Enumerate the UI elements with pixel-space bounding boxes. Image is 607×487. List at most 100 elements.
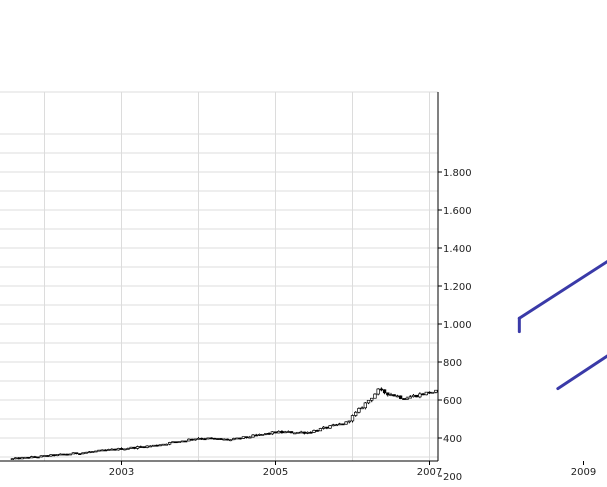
candle-body (309, 431, 313, 434)
candle-body (273, 431, 278, 434)
candle-body (203, 438, 207, 441)
candle-body (84, 451, 88, 454)
candle-body (331, 424, 335, 427)
candle-body (78, 453, 82, 455)
candle-body (222, 438, 226, 441)
candle-body (257, 434, 262, 436)
x-axis-tick-label: 2003 (109, 467, 134, 478)
candle-body (248, 436, 252, 439)
candle-body (386, 392, 390, 396)
candle-body (338, 423, 342, 426)
candle-body (341, 423, 345, 426)
candle-body (328, 425, 332, 429)
candle-body (142, 446, 146, 449)
candle-body (151, 444, 156, 447)
candle-body (299, 431, 303, 434)
candle-body (408, 396, 412, 399)
candle-body (238, 437, 242, 440)
candle-body (379, 388, 384, 391)
candle-body (174, 441, 178, 444)
candle-body (116, 448, 120, 451)
candle-body (424, 391, 428, 396)
candlestick-series (10, 387, 438, 461)
candle-body (427, 391, 432, 394)
candle-body (216, 438, 220, 440)
candle-body (206, 437, 210, 440)
candle-body (135, 446, 140, 449)
x-axis-tick-label: 2005 (263, 467, 288, 478)
y-axis-tick-labels: 200 400 600 800 1.000 1.200 1.400 1.600 1.800 (443, 168, 472, 483)
candle-body (39, 455, 43, 458)
candle-body (119, 448, 124, 450)
candle-body (219, 438, 223, 440)
y-axis-tick-label: 1.000 (443, 320, 472, 331)
candle-body (264, 433, 268, 435)
candle-body (46, 455, 50, 457)
candle-body (225, 438, 230, 441)
candle-body (363, 402, 367, 409)
candle-body (360, 407, 364, 410)
candle-body (405, 397, 409, 400)
candle-body (10, 458, 15, 461)
candle-body (94, 450, 98, 453)
candle-body (13, 457, 18, 460)
candle-body (87, 451, 92, 454)
candle-body (392, 394, 396, 397)
candle-body (148, 445, 153, 448)
candle-body (184, 440, 188, 443)
candle-body (232, 438, 236, 441)
trend-line (517, 259, 607, 320)
candle-body (280, 430, 284, 434)
candle-body (30, 456, 34, 459)
candle-body (366, 399, 371, 404)
candle-body (158, 444, 162, 447)
candle-body (305, 431, 310, 434)
candle-body (434, 389, 438, 393)
candle-body (370, 397, 374, 401)
candle-body (68, 453, 72, 456)
candle-body (52, 454, 56, 457)
candle-body (241, 436, 246, 439)
x-axis-tick-label: 2009 (571, 467, 596, 478)
candle-body (62, 453, 66, 456)
candle-body (123, 448, 127, 451)
candle-body (36, 456, 40, 459)
candle-body (293, 432, 297, 435)
candle-body (334, 424, 339, 427)
candle-body (321, 426, 326, 429)
candle-body (302, 431, 307, 434)
candle-body (100, 449, 104, 452)
candle-body (196, 437, 201, 440)
candle-body (254, 434, 258, 437)
candle-body (132, 446, 136, 449)
candle-body (90, 451, 95, 453)
candle-body (315, 430, 319, 432)
candle-body (107, 449, 111, 451)
candle-body (113, 448, 117, 451)
candle-body (395, 395, 400, 398)
candle-body (283, 431, 287, 434)
candle-body (376, 388, 380, 395)
candle-body (398, 395, 403, 399)
candle-body (167, 442, 172, 445)
y-axis-tick-label: 200 (443, 472, 462, 483)
candle-body (58, 453, 63, 456)
y-axis-tick-label: 1.200 (443, 282, 472, 293)
candle-body (212, 437, 217, 440)
candle-body (139, 446, 143, 448)
candle-body (193, 438, 197, 441)
trend-line (556, 354, 607, 391)
candle-body (171, 441, 175, 444)
candle-body (389, 394, 393, 396)
candle-body (267, 433, 271, 435)
candle-body (354, 411, 358, 416)
candle-body (97, 449, 101, 452)
candle-body (23, 456, 27, 459)
candle-body (103, 449, 108, 452)
candle-body (26, 456, 31, 459)
candle-body (177, 441, 181, 443)
candle-body (49, 454, 53, 457)
candle-body (411, 394, 416, 398)
candle-body (344, 421, 348, 425)
